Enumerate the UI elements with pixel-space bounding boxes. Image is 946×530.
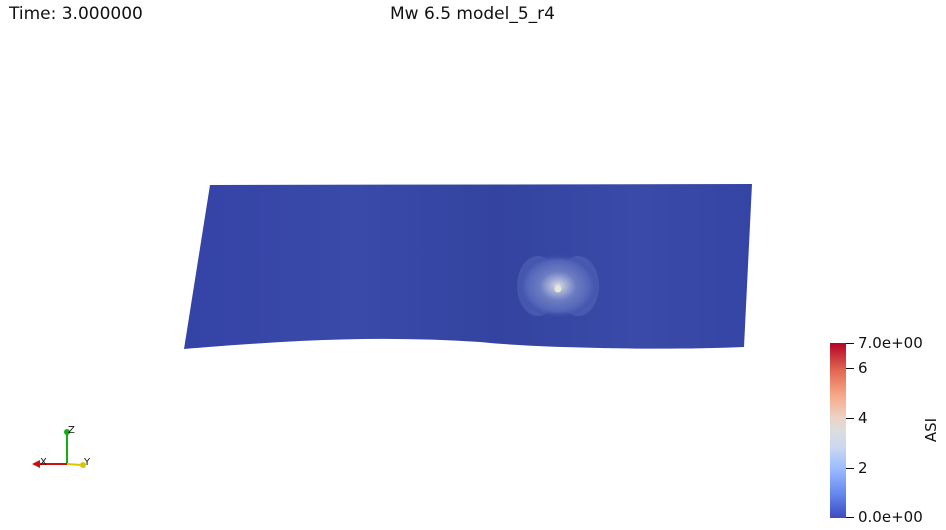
colorbar-tick-label-6: 6 [858, 359, 868, 377]
colorbar-tick-2 [846, 468, 854, 469]
y-axis-label: Y [83, 457, 91, 468]
slip-hotspot [517, 254, 599, 318]
x-axis-tip [32, 460, 40, 468]
z-axis-label: Z [68, 425, 75, 436]
plot-title: Mw 6.5 model_5_r4 [390, 4, 555, 24]
colorbar-min-label: 0.0e+00 [858, 508, 923, 526]
orientation-axes: Z X Y [32, 425, 91, 468]
colorbar-tick-min [846, 517, 854, 518]
colorbar-tick-6 [846, 368, 854, 369]
colorbar-tick-label-4: 4 [858, 409, 868, 427]
y-axis-tip [80, 462, 86, 468]
colorbar-tick-label-2: 2 [858, 459, 868, 477]
y-axis-line [66, 463, 83, 466]
time-label: Time: 3.000000 [9, 4, 143, 24]
fault-surface [184, 184, 752, 349]
colorbar-title: ASI [922, 417, 940, 443]
colorbar-max-label: 7.0e+00 [858, 334, 923, 352]
colorbar-tick-4 [846, 418, 854, 419]
colorbar-tick-max [846, 343, 854, 344]
x-axis-label: X [40, 457, 47, 468]
z-axis-tip [64, 429, 70, 435]
colorbar [830, 343, 846, 518]
